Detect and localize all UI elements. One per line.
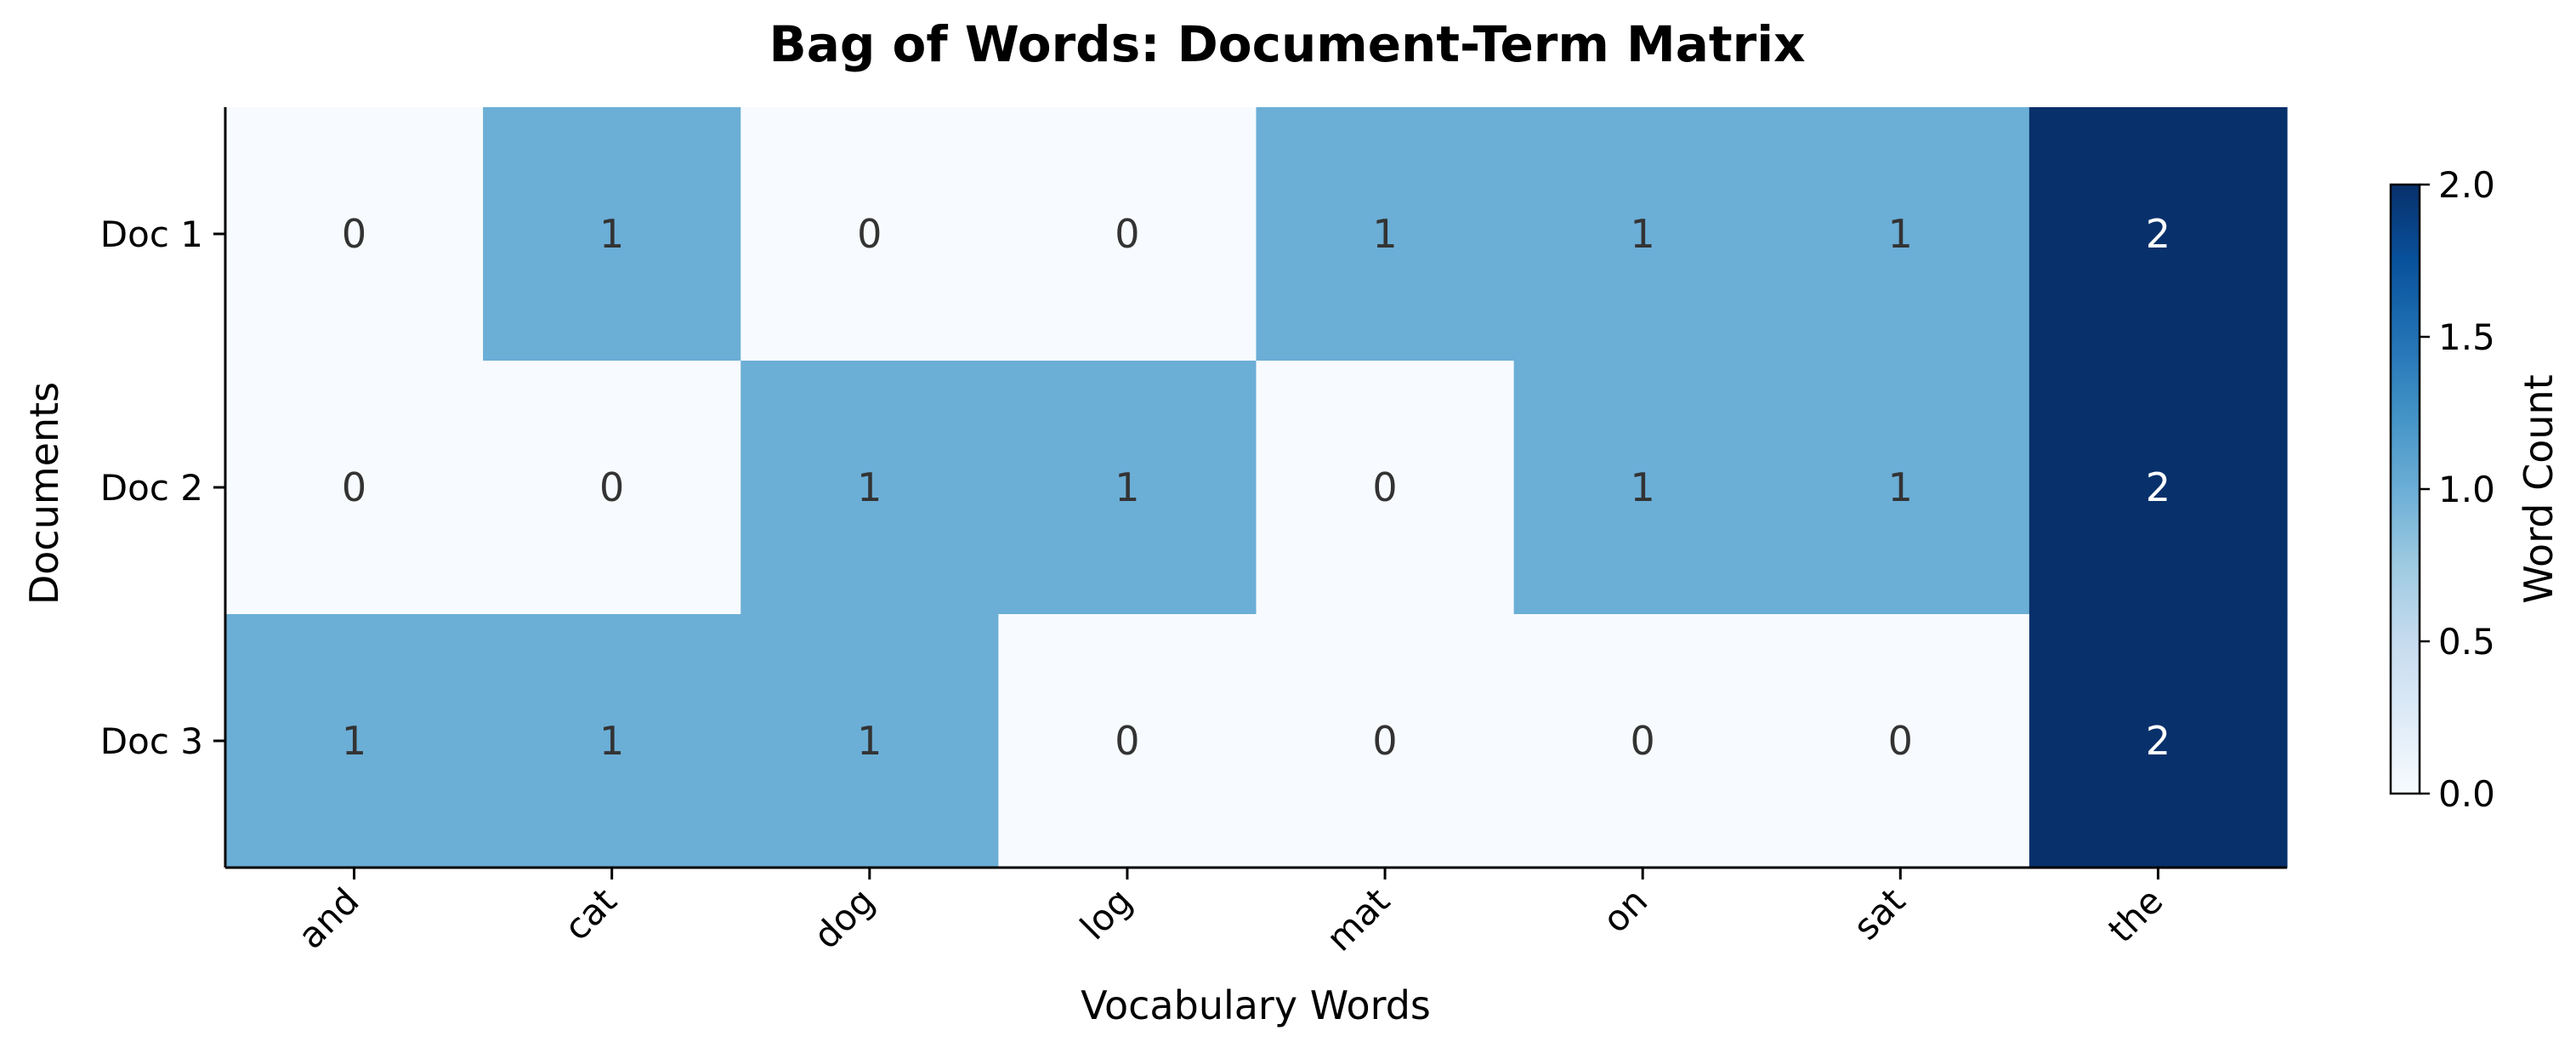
colorbar-tick-label: 0.0 bbox=[2438, 773, 2495, 815]
heatmap-cell-doc-3-cat bbox=[483, 614, 741, 868]
cell-value-label: 0 bbox=[857, 211, 882, 257]
x-axis-ticks: and cat dog log mat on sat the bbox=[290, 868, 2171, 959]
x-tick-label: mat bbox=[1319, 879, 1398, 959]
y-axis-ticks: Doc 1 Doc 2 Doc 3 bbox=[100, 213, 225, 762]
x-axis-label: Vocabulary Words bbox=[1081, 982, 1431, 1028]
y-axis-label: Documents bbox=[21, 382, 67, 605]
cell-value-label: 1 bbox=[1631, 211, 1655, 257]
cell-value-label: 1 bbox=[599, 718, 624, 764]
colorbar-tick-label: 0.5 bbox=[2438, 621, 2495, 663]
cell-value-labels: 0 1 0 0 1 1 1 2 0 0 1 1 0 1 1 2 1 1 1 0 0 0 0 2 bbox=[342, 211, 2170, 764]
heatmap-cell-doc-2-log bbox=[998, 361, 1257, 615]
y-tick-label: Doc 3 bbox=[100, 720, 203, 762]
heatmap-cell-doc-1-sat bbox=[1771, 107, 2030, 361]
x-tick-label: cat bbox=[556, 879, 625, 948]
cell-value-label: 0 bbox=[1372, 464, 1397, 510]
x-tick-label: log bbox=[1072, 879, 1140, 948]
heatmap-cell-doc-2-cat bbox=[483, 361, 741, 615]
cell-value-label: 1 bbox=[1888, 211, 1913, 257]
heatmap-cell-doc-3-log bbox=[998, 614, 1257, 868]
x-tick-label: dog bbox=[805, 879, 882, 957]
heatmap-cell-doc-1-and bbox=[225, 107, 484, 361]
heatmap-cell-doc-2-the bbox=[2028, 361, 2288, 615]
colorbar-tick-label: 1.0 bbox=[2438, 469, 2495, 510]
cell-value-label: 2 bbox=[2146, 211, 2170, 257]
colorbar-label: Word Count bbox=[2516, 374, 2562, 603]
cell-value-label: 0 bbox=[342, 211, 366, 257]
x-tick-label: the bbox=[2100, 879, 2170, 950]
heatmap-cell-doc-2-dog bbox=[740, 361, 999, 615]
cell-value-label: 1 bbox=[599, 211, 624, 257]
cell-value-label: 0 bbox=[599, 464, 624, 510]
cell-value-label: 0 bbox=[1372, 718, 1397, 764]
cell-value-label: 1 bbox=[1372, 211, 1397, 257]
heatmap-cell-doc-3-sat bbox=[1771, 614, 2030, 868]
colorbar: 0.0 0.5 1.0 1.5 2.0 Word Count bbox=[2389, 164, 2562, 815]
cell-value-label: 1 bbox=[857, 718, 882, 764]
cell-value-label: 0 bbox=[1888, 718, 1913, 764]
cell-value-label: 2 bbox=[2146, 718, 2170, 764]
cell-value-label: 0 bbox=[1115, 211, 1139, 257]
y-tick-label: Doc 1 bbox=[100, 213, 203, 255]
heatmap-cell-doc-1-dog bbox=[740, 107, 999, 361]
x-tick-label: on bbox=[1595, 879, 1656, 941]
heatmap-cells bbox=[225, 107, 2288, 868]
cell-value-label: 1 bbox=[857, 464, 882, 510]
colorbar-gradient bbox=[2389, 183, 2421, 795]
heatmap-cell-doc-3-mat bbox=[1256, 614, 1515, 868]
cell-value-label: 0 bbox=[1631, 718, 1655, 764]
heatmap-cell-doc-1-on bbox=[1513, 107, 1773, 361]
y-tick-label: Doc 2 bbox=[100, 467, 203, 509]
heatmap-cell-doc-2-sat bbox=[1771, 361, 2030, 615]
cell-value-label: 1 bbox=[1115, 464, 1139, 510]
heatmap-cell-doc-3-and bbox=[225, 614, 484, 868]
cell-value-label: 1 bbox=[1631, 464, 1655, 510]
cell-value-label: 1 bbox=[1888, 464, 1913, 510]
colorbar-tick-label: 2.0 bbox=[2438, 164, 2495, 206]
heatmap-cell-doc-3-the bbox=[2028, 614, 2288, 868]
heatmap-cell-doc-1-log bbox=[998, 107, 1257, 361]
colorbar-tick-label: 1.5 bbox=[2438, 316, 2495, 358]
heatmap-cell-doc-1-mat bbox=[1256, 107, 1515, 361]
heatmap-cell-doc-3-on bbox=[1513, 614, 1773, 868]
x-tick-label: sat bbox=[1845, 879, 1913, 948]
x-tick-label: and bbox=[290, 879, 367, 957]
chart-title: Bag of Words: Document-Term Matrix bbox=[769, 15, 1805, 73]
cell-value-label: 0 bbox=[1115, 718, 1139, 764]
heatmap-cell-doc-2-mat bbox=[1256, 361, 1515, 615]
heatmap-cell-doc-2-on bbox=[1513, 361, 1773, 615]
cell-value-label: 2 bbox=[2146, 464, 2170, 510]
colorbar-ticks: 0.0 0.5 1.0 1.5 2.0 bbox=[2420, 164, 2495, 815]
heatmap-cell-doc-1-cat bbox=[483, 107, 741, 361]
cell-value-label: 0 bbox=[342, 464, 366, 510]
heatmap-cell-doc-1-the bbox=[2028, 107, 2288, 361]
heatmap-cell-doc-3-dog bbox=[740, 614, 999, 868]
heatmap-cell-doc-2-and bbox=[225, 361, 484, 615]
cell-value-label: 1 bbox=[342, 718, 366, 764]
